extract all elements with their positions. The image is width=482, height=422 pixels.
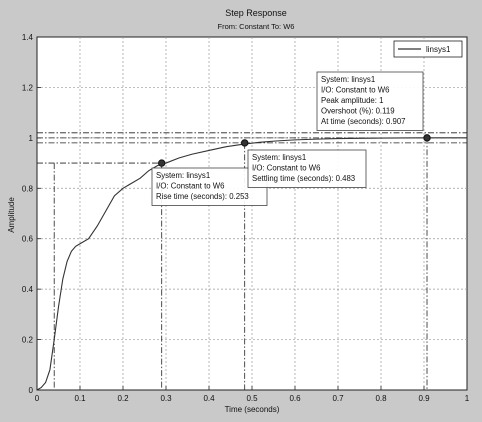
datatip-line: System: linsys1 xyxy=(321,75,375,84)
datatip-settling-time[interactable]: System: linsys1 I/O: Constant to W6Settli… xyxy=(247,149,367,188)
y-tick-label: 0.6 xyxy=(22,235,34,244)
datatip-box xyxy=(316,71,424,131)
datatip-line: System: linsys1 xyxy=(252,153,306,162)
datatip-line: System: linsys1 xyxy=(156,171,210,180)
x-tick-label: 0.8 xyxy=(375,394,387,403)
datatip-line: Peak amplitude: 1 xyxy=(321,96,383,105)
grid-lines xyxy=(37,37,467,390)
datatip-line: Settling time (seconds): 0.483 xyxy=(252,174,355,183)
x-tick-label: 1 xyxy=(465,394,470,403)
x-tick-label: 0 xyxy=(35,394,40,403)
datatip-line: I/O: Constant to W6 xyxy=(156,182,224,191)
datatip-line: Rise time (seconds): 0.253 xyxy=(156,192,249,201)
legend[interactable]: linsys1 xyxy=(393,40,463,58)
x-axis-label: Time (seconds) xyxy=(225,405,280,414)
datatip-line: At time (seconds): 0.907 xyxy=(321,117,406,126)
legend-entry-linsys1: linsys1 xyxy=(426,45,451,54)
y-tick-label: 1.4 xyxy=(22,33,34,42)
y-tick-label: 1 xyxy=(29,134,34,143)
y-tick-label: 0.2 xyxy=(22,336,34,345)
datatip-marker-settling-time[interactable] xyxy=(240,139,249,147)
x-tick-label: 0.2 xyxy=(117,394,129,403)
x-tick-label: 0.9 xyxy=(418,394,430,403)
y-tick-label: 0.8 xyxy=(22,184,34,193)
x-tick-label: 0.3 xyxy=(160,394,172,403)
chart-subtitle: From: Constant To: W6 xyxy=(218,22,295,31)
x-tick-labels: 0 0.1 0.2 0.3 0.4 0.5 0.6 0.7 0.8 0.9 1 xyxy=(35,386,470,403)
x-tick-label: 0.7 xyxy=(332,394,344,403)
datatip-line: I/O: Constant to W6 xyxy=(252,164,320,173)
datatip-box xyxy=(247,149,367,188)
x-tick-label: 0.1 xyxy=(74,394,86,403)
datatip-marker-peak[interactable] xyxy=(423,134,431,142)
datatip-marker-rise-time[interactable] xyxy=(158,159,166,167)
datatip-line: I/O: Constant to W6 xyxy=(321,86,389,95)
legend-box xyxy=(393,40,463,58)
x-tick-label: 0.6 xyxy=(289,394,301,403)
x-tick-label: 0.5 xyxy=(246,394,258,403)
annotation-markers xyxy=(158,134,431,167)
series-layer xyxy=(36,137,467,391)
y-tick-label: 0.4 xyxy=(22,285,34,294)
x-tick-label: 0.4 xyxy=(203,394,215,403)
y-tick-labels: 0 0.2 0.4 0.6 0.8 1 1.2 1.4 xyxy=(22,33,41,395)
chart-title: Step Response xyxy=(225,8,287,18)
y-axis-label: Amplitude xyxy=(7,197,16,233)
datatip-line: Overshoot (%): 0.119 xyxy=(321,107,395,116)
y-tick-label: 0 xyxy=(29,386,34,395)
y-tick-label: 1.2 xyxy=(22,83,34,92)
series-line-linsys1[interactable] xyxy=(36,137,467,391)
